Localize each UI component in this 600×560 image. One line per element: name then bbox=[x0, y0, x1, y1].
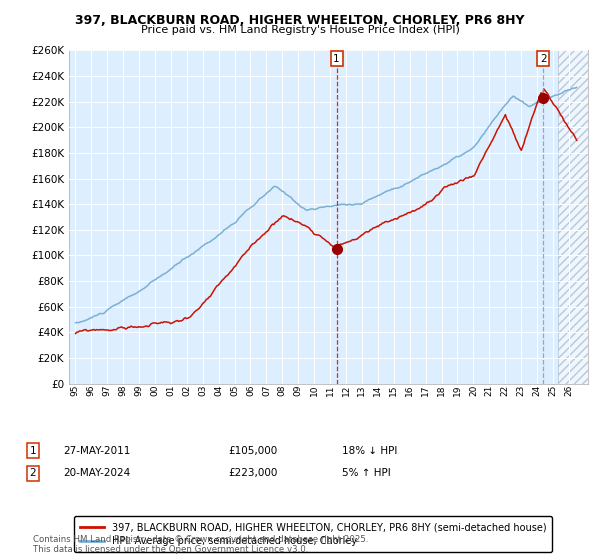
Text: 2: 2 bbox=[540, 54, 547, 64]
Text: Price paid vs. HM Land Registry's House Price Index (HPI): Price paid vs. HM Land Registry's House … bbox=[140, 25, 460, 35]
Text: 18% ↓ HPI: 18% ↓ HPI bbox=[342, 446, 397, 456]
Text: 27-MAY-2011: 27-MAY-2011 bbox=[63, 446, 130, 456]
Bar bbox=[558, 50, 593, 384]
Text: 2: 2 bbox=[29, 468, 37, 478]
Legend: 397, BLACKBURN ROAD, HIGHER WHEELTON, CHORLEY, PR6 8HY (semi-detached house), HP: 397, BLACKBURN ROAD, HIGHER WHEELTON, CH… bbox=[74, 516, 552, 552]
Text: 1: 1 bbox=[29, 446, 37, 456]
Text: 1: 1 bbox=[334, 54, 340, 64]
Text: 20-MAY-2024: 20-MAY-2024 bbox=[63, 468, 130, 478]
Text: 5% ↑ HPI: 5% ↑ HPI bbox=[342, 468, 391, 478]
Text: £105,000: £105,000 bbox=[228, 446, 277, 456]
Text: 397, BLACKBURN ROAD, HIGHER WHEELTON, CHORLEY, PR6 8HY: 397, BLACKBURN ROAD, HIGHER WHEELTON, CH… bbox=[75, 14, 525, 27]
Text: £223,000: £223,000 bbox=[228, 468, 277, 478]
Text: Contains HM Land Registry data © Crown copyright and database right 2025.
This d: Contains HM Land Registry data © Crown c… bbox=[33, 535, 368, 554]
